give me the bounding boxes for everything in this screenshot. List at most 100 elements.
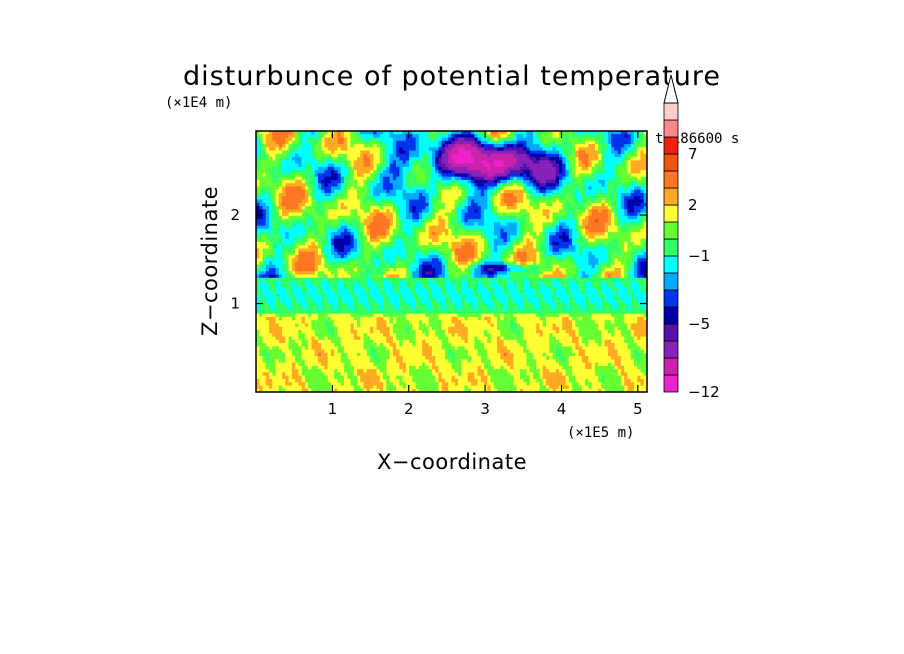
field-cell [402, 222, 407, 227]
field-cell [314, 352, 319, 357]
field-cell [373, 343, 378, 347]
field-cell [415, 365, 420, 370]
field-cell [337, 297, 342, 302]
field-cell [343, 160, 348, 165]
field-cell [373, 153, 378, 158]
field-cell [265, 310, 270, 315]
field-cell [379, 245, 384, 250]
field-cell [383, 144, 387, 148]
field-cell [386, 219, 391, 223]
field-cell [360, 222, 365, 227]
field-cell [425, 271, 430, 276]
field-cell [360, 245, 365, 250]
field-cell [272, 323, 277, 328]
field-cell [291, 323, 296, 328]
field-cell [370, 232, 374, 236]
field-cell [291, 261, 296, 266]
field-cell [317, 254, 322, 259]
field-cell [422, 359, 427, 364]
field-cell [301, 232, 306, 236]
field-cell [291, 352, 296, 357]
field-cell [363, 294, 368, 298]
field-cell [272, 222, 277, 227]
field-cell [392, 294, 397, 298]
field-cell [304, 183, 309, 188]
field-cell [405, 176, 410, 181]
field-cell [304, 375, 309, 380]
field-cell [278, 281, 283, 285]
field-cell [256, 166, 260, 171]
field-cell [422, 362, 427, 367]
field-cell [275, 254, 280, 259]
field-cell [275, 131, 280, 135]
field-cell [402, 163, 407, 168]
field-cell [376, 343, 381, 347]
field-cell [396, 352, 400, 357]
field-cell [379, 196, 384, 201]
field-cell [350, 163, 355, 168]
field-cell [282, 290, 286, 295]
field-cell [337, 356, 342, 360]
field-cell [383, 196, 387, 201]
field-cell [340, 209, 345, 214]
field-cell [275, 287, 280, 292]
field-cell [278, 388, 283, 392]
field-cell [324, 264, 329, 269]
field-cell [451, 378, 456, 383]
field-cell [428, 333, 433, 338]
field-cell [256, 297, 260, 302]
field-cell [285, 307, 290, 312]
field-cell [386, 176, 391, 181]
field-cell [337, 173, 342, 178]
field-cell [431, 235, 436, 240]
field-cell [262, 378, 267, 383]
field-cell [301, 238, 306, 243]
field-cell [327, 343, 332, 347]
field-cell [412, 209, 417, 214]
field-cell [324, 212, 329, 217]
field-cell [435, 375, 440, 380]
field-cell [448, 281, 453, 285]
field-cell [360, 349, 365, 354]
field-cell [412, 281, 417, 285]
field-cell [441, 316, 446, 321]
field-cell [448, 140, 453, 145]
field-cell [396, 277, 400, 282]
field-cell [396, 287, 400, 292]
field-cell [282, 336, 286, 341]
field-cell [415, 147, 420, 152]
field-cell [343, 307, 348, 312]
field-cell [350, 375, 355, 380]
field-cell [265, 388, 270, 392]
field-cell [392, 157, 397, 161]
field-cell [259, 225, 264, 230]
field-cell [314, 372, 319, 377]
field-cell [370, 274, 374, 279]
field-cell [370, 176, 374, 181]
field-cell [435, 212, 440, 217]
field-cell [262, 271, 267, 276]
field-cell [415, 382, 420, 387]
field-cell [311, 300, 316, 305]
field-cell [415, 300, 420, 305]
field-cell [282, 219, 286, 223]
field-cell [451, 320, 456, 325]
field-cell [347, 251, 352, 256]
field-cell [269, 268, 273, 272]
field-cell [428, 372, 433, 377]
field-cell [275, 359, 280, 364]
field-cell [363, 235, 368, 240]
field-cell [347, 333, 352, 338]
field-cell [282, 258, 286, 263]
field-cell [444, 261, 449, 266]
field-cell [376, 192, 381, 197]
field-cell [275, 323, 280, 328]
field-cell [314, 225, 319, 230]
field-cell [269, 150, 273, 155]
field-cell [431, 343, 436, 347]
field-cell [324, 323, 329, 328]
field-cell [304, 192, 309, 197]
field-cell [444, 349, 449, 354]
field-cell [291, 388, 296, 392]
field-cell [422, 330, 427, 334]
